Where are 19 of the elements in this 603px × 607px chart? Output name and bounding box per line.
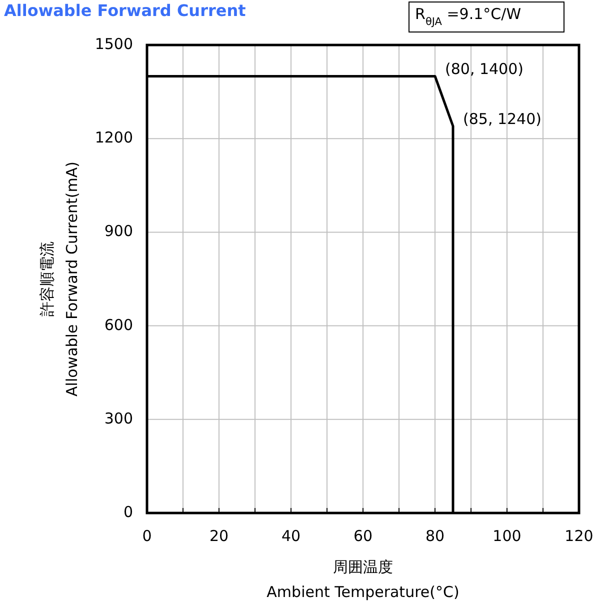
x-tick-label: 0 [142,527,152,545]
y-tick-label: 1200 [94,128,133,147]
x-tick-label: 120 [564,527,594,545]
annotation: (85, 1240) [463,110,542,128]
y-tick-label: 900 [104,222,133,240]
x-axis-title: 周囲温度 Ambient Temperature(°C) [266,558,460,601]
annotation: (80, 1400) [445,60,524,78]
y-tick-label: 0 [123,503,133,522]
x-tick-label: 40 [281,527,301,545]
x-tick-label: 100 [492,527,522,545]
y-tick-label: 1500 [94,35,133,54]
x-tick-label: 20 [209,527,229,545]
x-tick-label: 80 [425,527,445,545]
x-tick-label: 60 [353,527,373,545]
y-axis-title: 許容順電流 Allowable Forward Current(mA) [38,162,81,396]
chart-title: Allowable Forward Current [4,1,246,20]
y-tick-label: 300 [104,409,133,428]
y-tick-label: 600 [104,316,133,334]
text: R$_{θJA}$ =9.1°C/W [415,5,522,28]
